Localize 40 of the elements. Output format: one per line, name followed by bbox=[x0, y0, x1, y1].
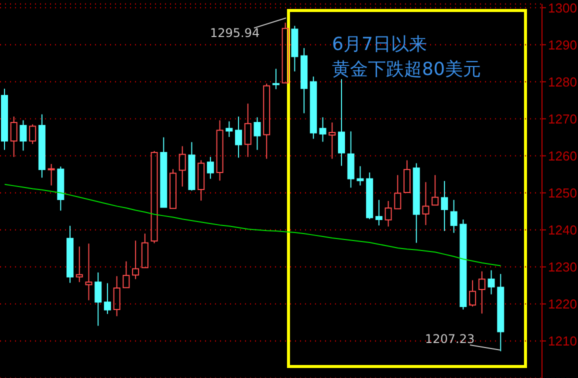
candlestick bbox=[66, 225, 74, 284]
y-tick-label: 1230 bbox=[548, 260, 577, 275]
candlestick bbox=[356, 166, 364, 186]
candlestick bbox=[338, 78, 345, 166]
candlestick bbox=[226, 120, 233, 138]
annotation: 6月7日以来 bbox=[332, 34, 427, 56]
candlestick bbox=[497, 273, 504, 352]
annotation: 黄金下跌超80美元 bbox=[332, 59, 481, 81]
candlestick bbox=[422, 182, 430, 226]
y-tick-label: 1240 bbox=[548, 222, 577, 238]
y-tick-label: 1250 bbox=[548, 185, 577, 200]
y-tick-label: 1220 bbox=[548, 296, 577, 312]
candlestick bbox=[178, 146, 186, 188]
candlestick bbox=[440, 180, 448, 232]
annotation: 1207.23 bbox=[425, 331, 475, 348]
candlestick bbox=[478, 270, 486, 314]
candlestick bbox=[450, 199, 458, 234]
y-tick-label: 1210 bbox=[548, 334, 577, 349]
candlestick bbox=[412, 162, 420, 244]
candlestick bbox=[85, 243, 92, 301]
candlestick bbox=[216, 120, 224, 182]
y-tick-label: 1270 bbox=[548, 111, 577, 126]
candlestick bbox=[48, 163, 55, 186]
y-tick-label: 1280 bbox=[548, 74, 577, 90]
candlestick bbox=[300, 48, 308, 114]
candlestick bbox=[328, 122, 336, 160]
candlestick bbox=[10, 116, 18, 158]
y-tick-label: 1260 bbox=[548, 148, 577, 164]
candlestick bbox=[94, 272, 102, 326]
candlestick bbox=[375, 199, 382, 226]
candlestick bbox=[488, 270, 495, 295]
line-series bbox=[4, 184, 502, 266]
y-tick-label: 1300 bbox=[548, 0, 577, 16]
candlestick bbox=[38, 114, 46, 178]
annotation: 1295.94 bbox=[210, 25, 260, 42]
candlestick bbox=[244, 103, 252, 158]
candlestick bbox=[310, 76, 317, 140]
candlestick bbox=[235, 116, 242, 158]
y-tick-label: 1290 bbox=[548, 37, 577, 52]
candlestick bbox=[319, 116, 326, 142]
